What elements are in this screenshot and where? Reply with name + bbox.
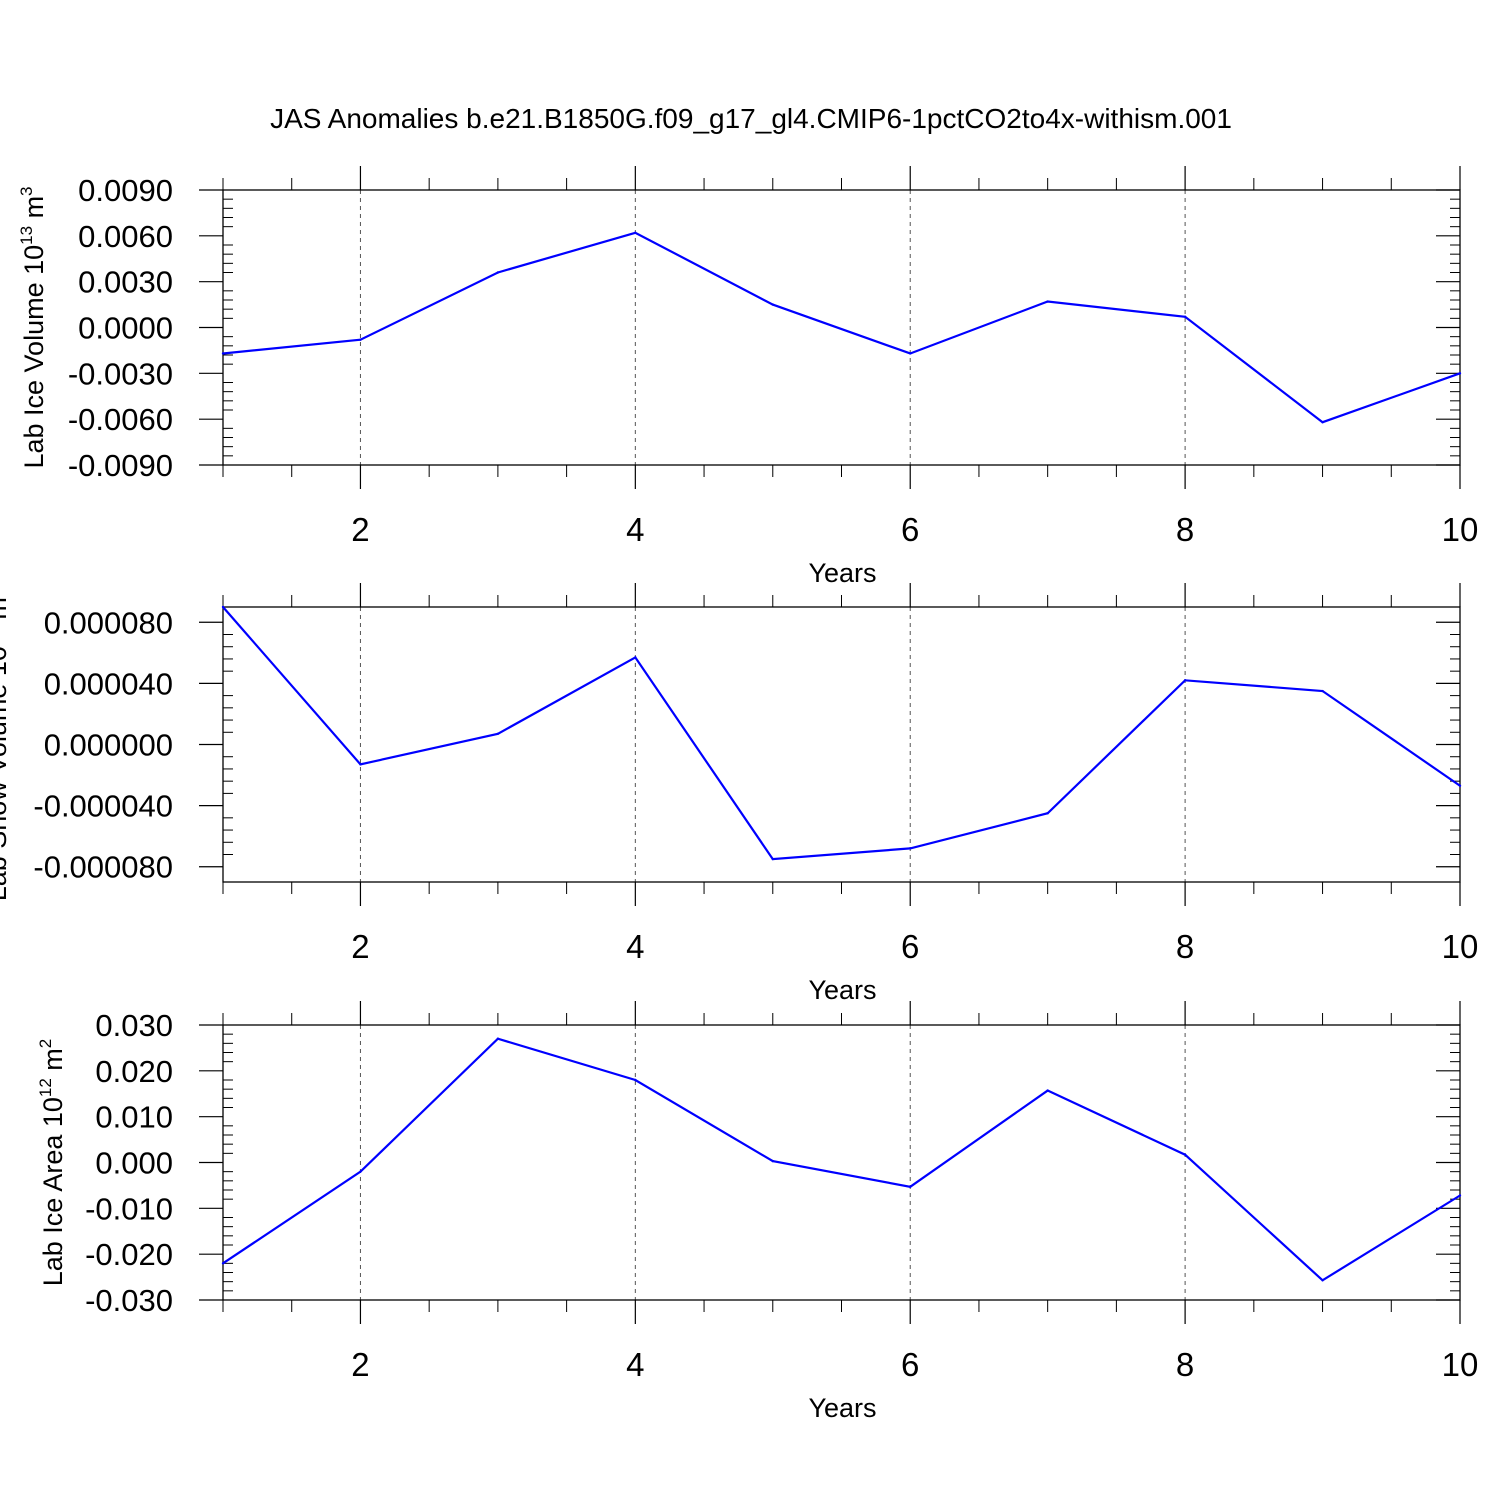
data-point xyxy=(909,1185,912,1188)
y-axis-label: Lab Ice Volume 1013 m3 xyxy=(17,186,49,468)
data-point xyxy=(1321,1279,1324,1282)
y-axis-label-superscript: 13 xyxy=(17,226,36,245)
x-tick-label: 4 xyxy=(626,511,644,548)
data-point xyxy=(771,857,774,861)
series-line xyxy=(222,1037,1461,1282)
plot-frame xyxy=(222,606,1461,883)
y-tick-label: -0.0030 xyxy=(68,356,173,391)
data-point xyxy=(496,271,500,274)
y-tick-label: -0.000040 xyxy=(33,789,173,824)
y-tick-label: 0.000 xyxy=(95,1146,173,1181)
data-point xyxy=(359,1170,362,1173)
data-point xyxy=(1183,1153,1187,1156)
y-tick-label: 0.010 xyxy=(95,1100,173,1135)
y-axis-label: Lab Ice Area 1012 m2 xyxy=(36,1039,68,1287)
x-tick-label: 2 xyxy=(351,511,369,548)
y-tick-label: -0.000080 xyxy=(33,850,173,885)
x-tick-label: 2 xyxy=(351,1346,369,1383)
data-point xyxy=(771,1159,774,1163)
y-tick-label: 0.0090 xyxy=(78,173,173,208)
y-axis-label-part: m xyxy=(0,597,12,627)
x-tick-label: 10 xyxy=(1442,928,1479,965)
data-point xyxy=(1458,784,1462,787)
y-tick-label: 0.000000 xyxy=(44,728,173,763)
y-tick-label: 0.0060 xyxy=(78,219,173,254)
data-point xyxy=(496,1037,500,1040)
data-point xyxy=(359,338,362,341)
y-tick-label: -0.0060 xyxy=(68,402,173,437)
x-tick-label: 8 xyxy=(1176,1346,1194,1383)
data-point xyxy=(909,847,912,850)
y-tick-label: 0.000080 xyxy=(44,605,173,640)
y-axis-label-part: Lab Ice Area 10 xyxy=(38,1097,68,1286)
chart-panel-2: 2 4 6 8 10 0.000080 0.000040 0.000000 -0.000040 -… xyxy=(0,583,1478,1005)
data-point xyxy=(359,763,362,766)
y-tick-label: -0.030 xyxy=(85,1283,173,1318)
y-tick-label: -0.010 xyxy=(85,1191,173,1226)
y-axis-label-superscript: 12 xyxy=(36,1078,55,1097)
data-point xyxy=(771,303,774,306)
x-tick-label: 4 xyxy=(626,1346,644,1383)
x-tick-label: 6 xyxy=(901,928,919,965)
plot-frame xyxy=(222,189,1461,466)
data-point xyxy=(909,352,912,355)
series-line xyxy=(222,231,1461,424)
data-point xyxy=(634,231,637,234)
x-axis-label: Years xyxy=(808,975,876,1005)
x-tick-label: 4 xyxy=(626,928,644,965)
data-point xyxy=(1321,689,1324,693)
data-point xyxy=(221,352,225,355)
plot-frame xyxy=(222,1024,1461,1301)
y-axis-label-superscript: 2 xyxy=(36,1039,55,1048)
x-tick-label: 2 xyxy=(351,928,369,965)
data-point xyxy=(1046,812,1049,815)
data-point xyxy=(1321,421,1324,424)
series-line xyxy=(222,606,1461,861)
x-tick-label: 8 xyxy=(1176,928,1194,965)
data-point xyxy=(1183,315,1187,319)
y-tick-label: 0.0000 xyxy=(78,311,173,346)
y-axis-label-superscript: 3 xyxy=(17,186,36,195)
x-tick-label: 10 xyxy=(1442,511,1479,548)
x-axis-label: Years xyxy=(808,558,876,588)
chart-panel-1: 2 4 6 8 10 0.0090 0.0060 0.0030 0.0000 -0.0030 -0.… xyxy=(17,166,1478,588)
y-tick-label: -0.020 xyxy=(85,1237,173,1272)
chart-title: JAS Anomalies b.e21.B1850G.f09_g17_gl4.C… xyxy=(270,103,1232,134)
data-point xyxy=(1183,679,1187,682)
y-tick-label: 0.000040 xyxy=(44,666,173,701)
data-point xyxy=(496,732,500,736)
y-tick-label: 0.030 xyxy=(95,1008,173,1043)
data-point xyxy=(1458,1194,1462,1197)
x-tick-label: 6 xyxy=(901,1346,919,1383)
data-point xyxy=(634,656,637,659)
x-tick-label: 8 xyxy=(1176,511,1194,548)
data-point xyxy=(1458,372,1462,375)
data-point xyxy=(1046,1089,1049,1092)
data-point xyxy=(1046,300,1049,303)
y-tick-label: 0.0030 xyxy=(78,265,173,300)
x-tick-label: 10 xyxy=(1442,1346,1479,1383)
chart-panel-3: 2 4 6 8 10 0.030 0.020 0.010 0.000 -0.010 -0.020 -0… xyxy=(36,1001,1478,1423)
x-axis-label: Years xyxy=(808,1393,876,1423)
y-tick-label: 0.020 xyxy=(95,1054,173,1089)
y-axis-label-part: m xyxy=(38,1048,68,1078)
x-tick-label: 6 xyxy=(901,511,919,548)
y-axis-label-part: Lab Ice Volume 10 xyxy=(19,245,49,469)
y-axis-label-part: Lab Snow Volume 10 xyxy=(0,646,12,901)
data-point xyxy=(221,1262,225,1265)
y-tick-label: -0.0090 xyxy=(68,448,173,483)
data-point xyxy=(221,605,225,609)
data-point xyxy=(634,1078,637,1082)
y-axis-label: Lab Snow Volume 1013 m3 xyxy=(0,588,12,902)
y-axis-label-part: m xyxy=(19,196,49,226)
